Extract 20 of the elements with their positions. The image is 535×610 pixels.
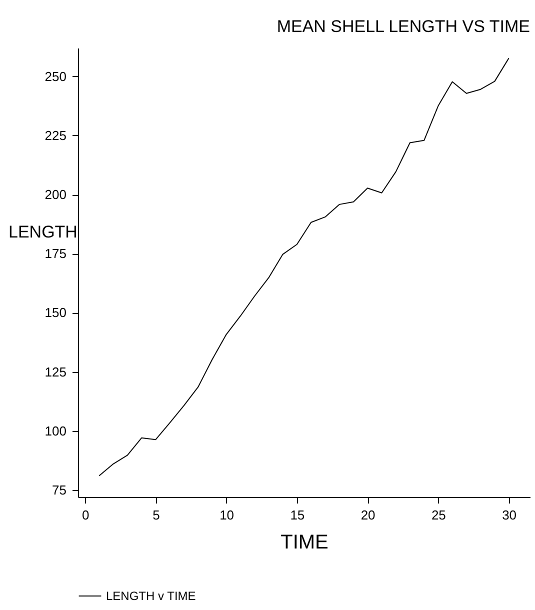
y-tick-label: 175: [44, 246, 66, 262]
y-tick-label: 150: [44, 305, 66, 320]
y-tick-label: 75: [52, 482, 66, 498]
x-tick-label: 15: [290, 508, 305, 522]
x-axis-title: TIME: [280, 532, 328, 554]
legend-label: LENGTH v TIME: [106, 589, 196, 603]
y-axis-title: LENGTH: [8, 222, 78, 242]
x-tick-label: 10: [220, 508, 234, 522]
y-tick-label: 125: [44, 364, 66, 380]
x-tick-label: 20: [360, 508, 376, 522]
line-series: [98, 58, 510, 476]
x-tick-label: 5: [152, 508, 160, 522]
x-tick-label: 30: [502, 508, 517, 522]
y-tick-label: 100: [44, 423, 66, 438]
y-tick-label: 200: [44, 187, 66, 202]
x-tick-label: 0: [82, 508, 90, 522]
y-tick-label: 225: [44, 128, 66, 143]
x-tick-label: 25: [431, 508, 446, 522]
y-tick-label: 250: [44, 68, 66, 84]
chart-title: MEAN SHELL LENGTH VS TIME: [276, 17, 530, 36]
